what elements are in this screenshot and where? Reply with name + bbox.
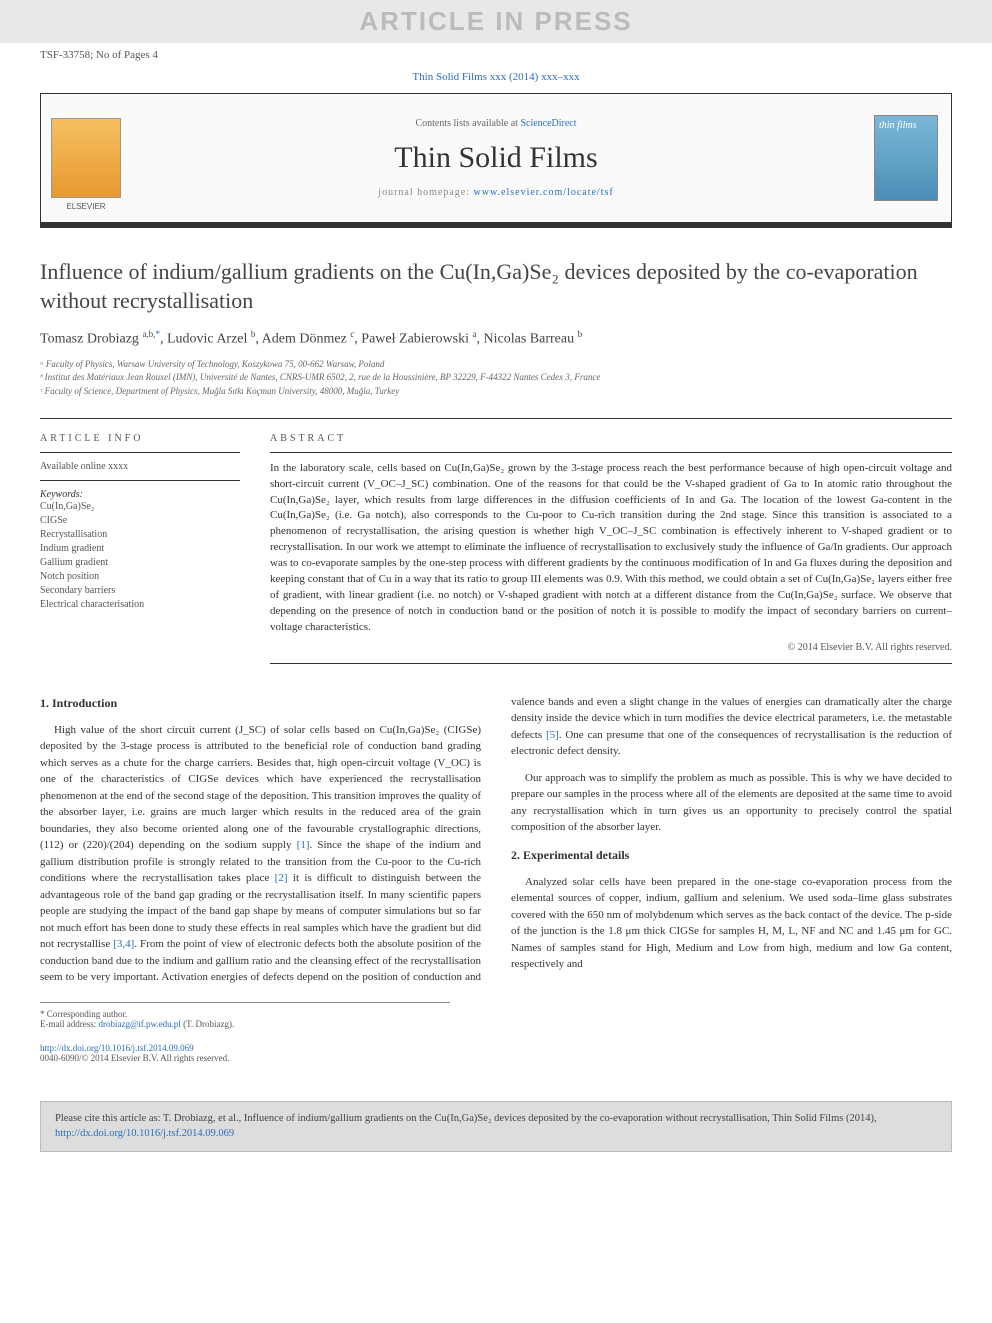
email-label: E-mail address: [40,1019,98,1029]
divider [40,480,240,481]
homepage-prefix: journal homepage: [378,187,473,198]
keywords-label: Keywords: [40,489,240,500]
contents-line: Contents lists available at ScienceDirec… [141,118,851,129]
corresponding-author-footnote: * Corresponding author. E-mail address: … [40,1002,450,1029]
ref-link-2[interactable]: [2] [275,872,288,884]
doi-link[interactable]: http://dx.doi.org/10.1016/j.tsf.2014.09.… [40,1043,194,1053]
corresponding-author-label: * Corresponding author. [40,1009,450,1019]
keyword-item: Indium gradient [40,542,240,556]
journal-cover-icon: thin films [874,115,938,201]
contents-prefix: Contents lists available at [415,118,520,129]
ref-link-5[interactable]: [5] [546,729,559,741]
doi-block: http://dx.doi.org/10.1016/j.tsf.2014.09.… [40,1043,952,1063]
corresponding-email-link[interactable]: drobiazg@if.pw.edu.pl [98,1019,180,1029]
experimental-paragraph-1: Analyzed solar cells have been prepared … [511,874,952,973]
masthead-center: Contents lists available at ScienceDirec… [131,94,861,222]
elsevier-tree-icon [51,118,121,198]
keyword-item: CIGSe [40,514,240,528]
section-heading-experimental: 2. Experimental details [511,846,952,864]
author-list: Tomasz Drobiazg a,b,*, Ludovic Arzel b, … [40,329,952,348]
keywords-list: Cu(In,Ga)Se₂CIGSeRecrystallisationIndium… [40,500,240,612]
article-info-label: ARTICLE INFO [40,433,240,444]
affiliation-c: ᶜ Faculty of Science, Department of Phys… [40,385,952,398]
ref-link-3-4[interactable]: [3,4] [113,938,134,950]
sciencedirect-link[interactable]: ScienceDirect [520,118,576,129]
citation-doi-link[interactable]: http://dx.doi.org/10.1016/j.tsf.2014.09.… [55,1128,234,1139]
keyword-item: Gallium gradient [40,556,240,570]
email-suffix: (T. Drobiazg). [181,1019,234,1029]
body-two-column: 1. Introduction High value of the short … [40,694,952,986]
intro-paragraph-2: Our approach was to simplify the problem… [511,770,952,836]
issn-copyright: 0040-6090/© 2014 Elsevier B.V. All right… [40,1053,952,1063]
keyword-item: Recrystallisation [40,528,240,542]
manuscript-id: TSF-33758; No of Pages 4 [0,43,992,67]
affiliation-a: ᵃ Faculty of Physics, Warsaw University … [40,358,952,371]
abstract-label: ABSTRACT [270,433,952,444]
abstract-copyright: © 2014 Elsevier B.V. All rights reserved… [270,642,952,653]
divider [270,452,952,453]
journal-homepage-link[interactable]: www.elsevier.com/locate/tsf [474,187,614,198]
divider [270,663,952,664]
affiliation-b: ᵇ Institut des Matériaux Jean Rouxel (IM… [40,371,952,384]
abstract-column: ABSTRACT In the laboratory scale, cells … [270,433,952,664]
article-title: Influence of indium/gallium gradients on… [40,258,952,315]
cover-thumbnail-region: thin films [861,94,951,222]
section-heading-introduction: 1. Introduction [40,694,481,712]
journal-masthead: Contents lists available at ScienceDirec… [40,93,952,223]
keyword-item: Notch position [40,570,240,584]
abstract-text: In the laboratory scale, cells based on … [270,461,952,636]
article-info-sidebar: ARTICLE INFO Available online xxxx Keywo… [40,433,240,664]
divider [40,452,240,453]
affiliations: ᵃ Faculty of Physics, Warsaw University … [40,358,952,398]
corresponding-star[interactable]: * [155,329,160,339]
publisher-logo-region [41,94,131,222]
please-cite-box: Please cite this article as: T. Drobiazg… [40,1101,952,1152]
keyword-item: Electrical characterisation [40,598,240,612]
journal-ref-link[interactable]: Thin Solid Films xxx (2014) xxx–xxx [412,71,579,83]
ref-link-1[interactable]: [1] [297,839,310,851]
available-online: Available online xxxx [40,461,240,472]
journal-reference-line: Thin Solid Films xxx (2014) xxx–xxx [0,71,992,83]
keyword-item: Secondary barriers [40,584,240,598]
homepage-line: journal homepage: www.elsevier.com/locat… [141,187,851,198]
citation-text: Please cite this article as: T. Drobiazg… [55,1113,877,1124]
keyword-item: Cu(In,Ga)Se₂ [40,500,240,514]
article-in-press-watermark: ARTICLE IN PRESS [0,0,992,43]
journal-title: Thin Solid Films [141,141,851,175]
